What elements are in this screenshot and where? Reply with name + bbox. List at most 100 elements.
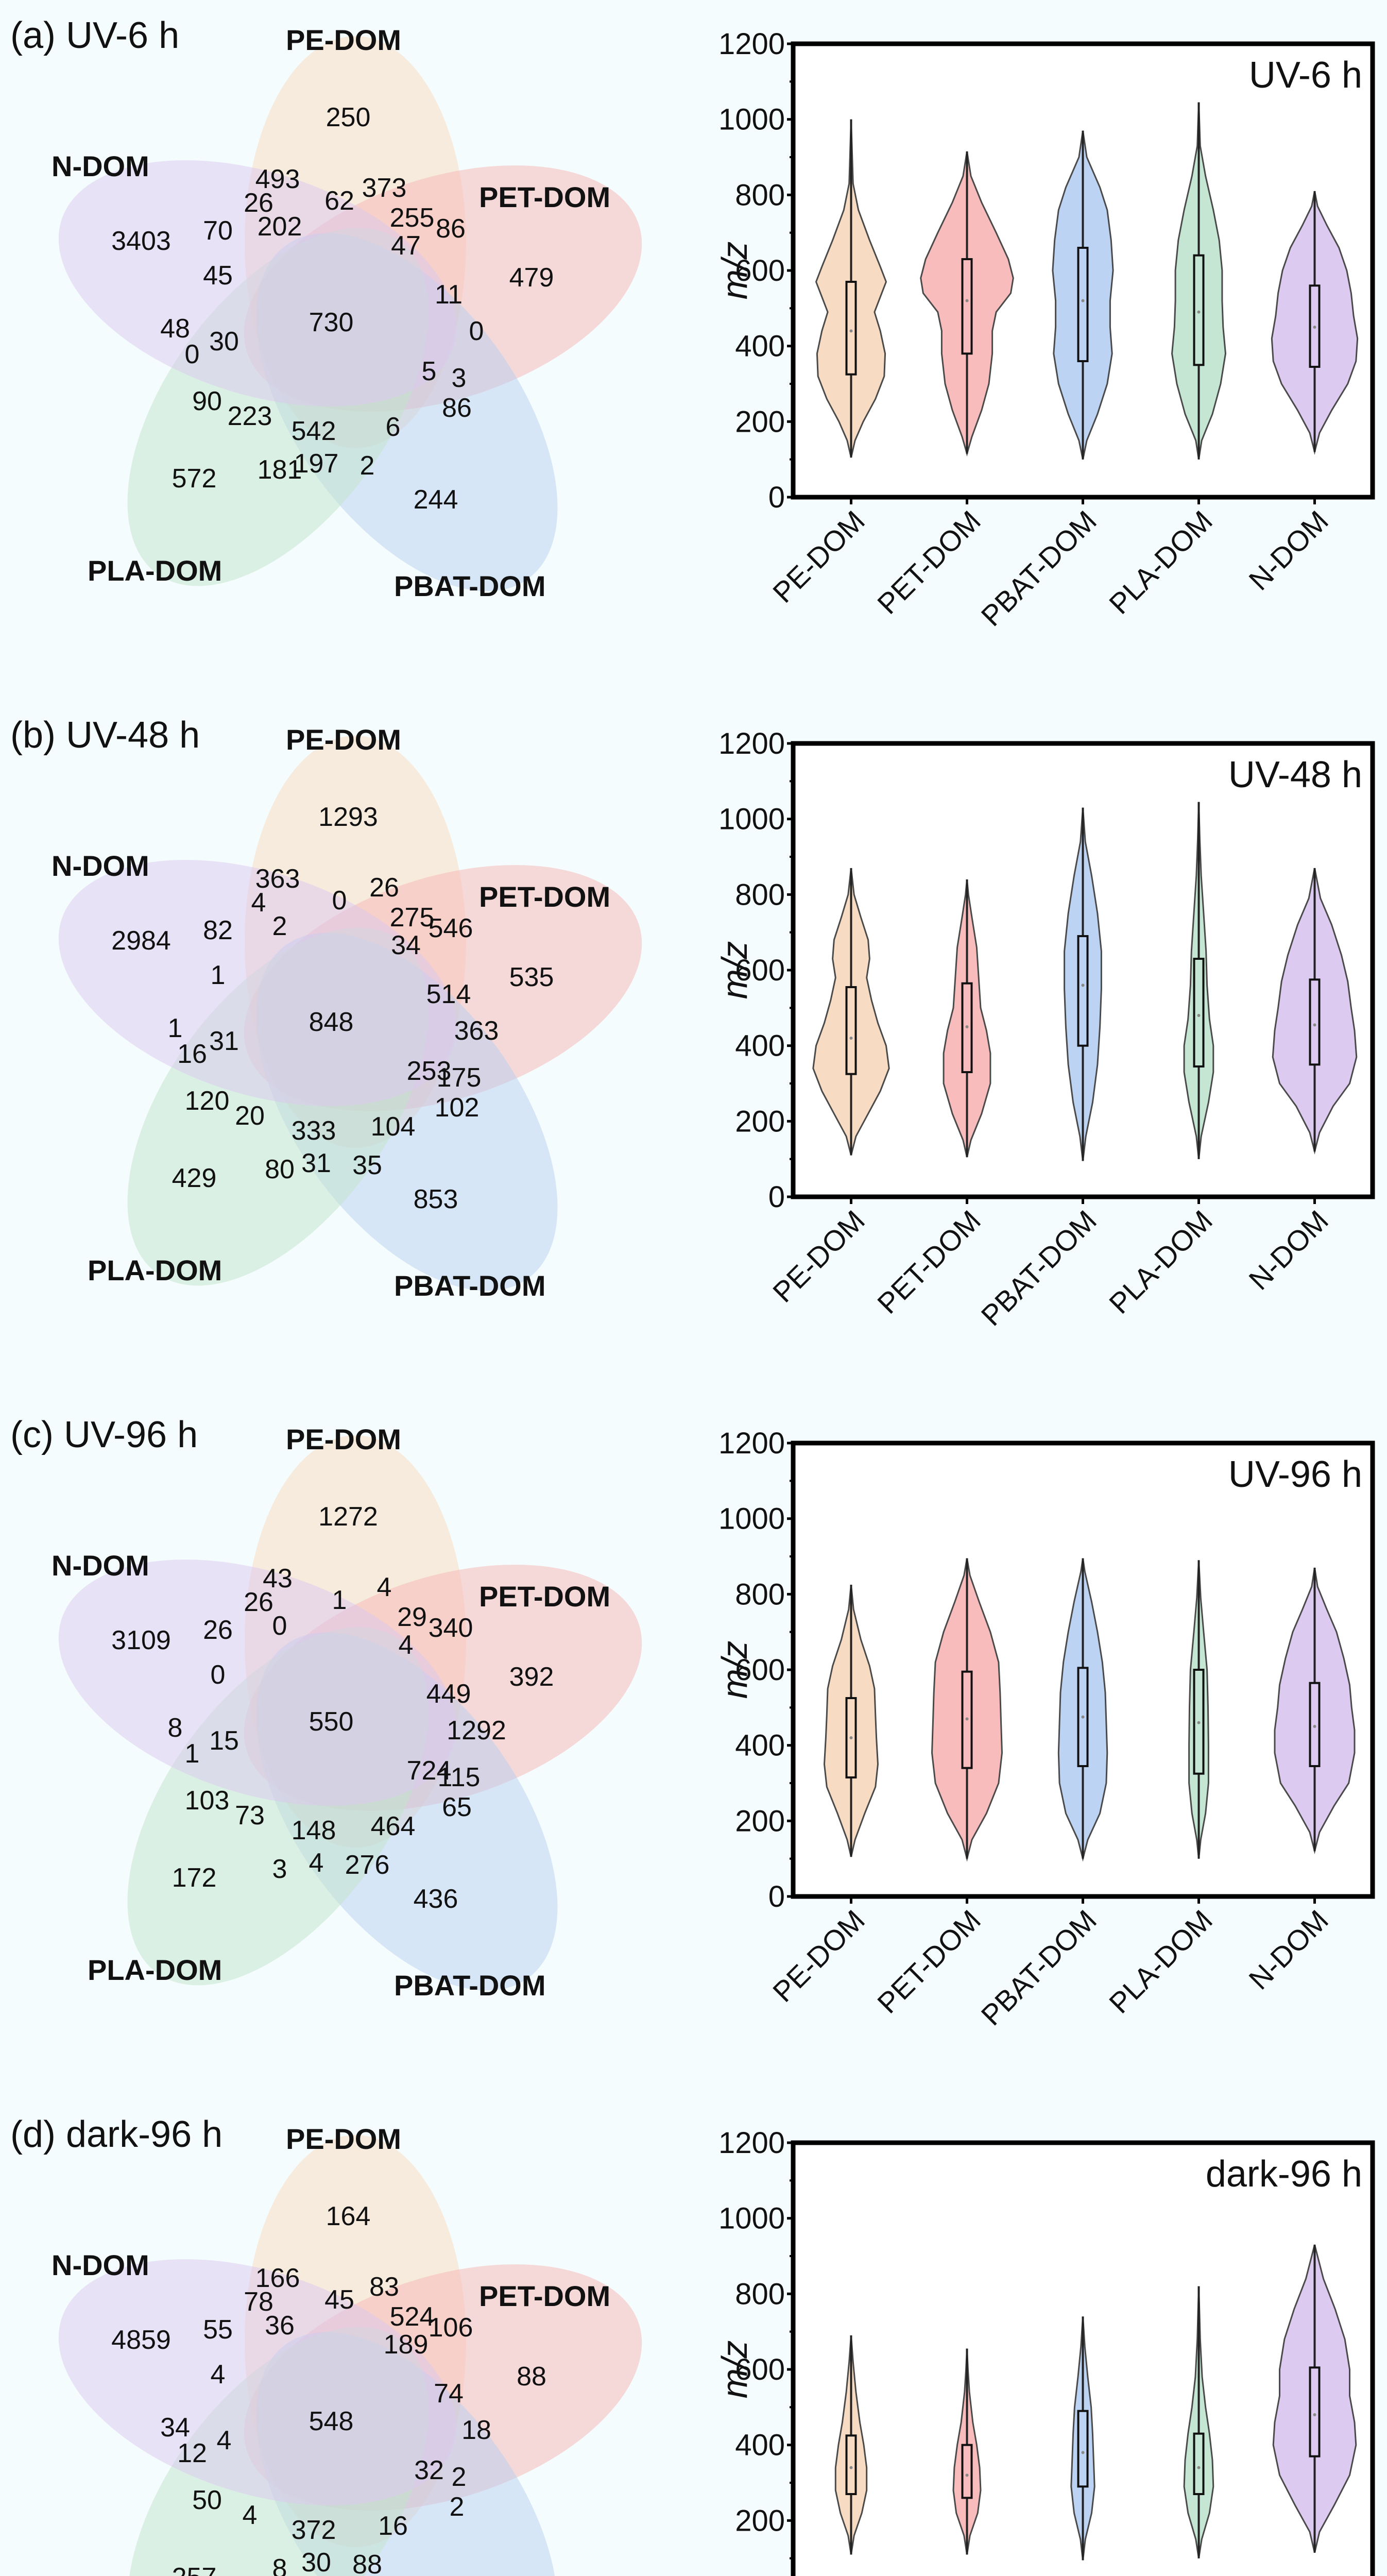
y-tick-label: 1000 xyxy=(718,2202,785,2235)
venn-petal-n-dom xyxy=(58,860,457,1106)
venn-region-count: 45 xyxy=(324,2285,354,2315)
x-tick-label: PLA-DOM xyxy=(1103,1904,1219,2020)
violin-median-pla-dom xyxy=(1197,2466,1201,2469)
y-tick-label: 1000 xyxy=(718,803,785,836)
venn-set-label-pla-dom: PLA-DOM xyxy=(88,1954,222,1986)
venn-region-count: 4859 xyxy=(111,2325,171,2355)
violin-box-pe-dom xyxy=(845,986,857,1075)
venn-region-count: 115 xyxy=(437,1762,481,1792)
y-tick-label: 1200 xyxy=(718,27,785,61)
venn-region-count: 15 xyxy=(209,1726,239,1756)
venn-region-count: 276 xyxy=(345,1850,390,1880)
chart-title: UV-6 h xyxy=(1249,55,1362,96)
venn-region-count: 88 xyxy=(352,2550,382,2576)
venn-region-count: 32 xyxy=(414,2455,444,2485)
venn-region-count: 20 xyxy=(235,1101,265,1131)
y-tick-label: 0 xyxy=(768,481,785,514)
venn-region-count: 12 xyxy=(177,2438,207,2468)
venn-diagram: (b) UV-48 h PE-DOM PET-DOM PBAT-DOM PLA-DOM N… xyxy=(0,700,670,1399)
venn-set-label-n-dom: N-DOM xyxy=(52,1549,149,1582)
y-tick-label: 200 xyxy=(735,1804,785,1838)
venn-region-count: 373 xyxy=(362,173,407,203)
violin-chart: 020040060080010001200PE-DOMPET-DOMPBAT-D… xyxy=(670,2099,1387,2576)
venn-region-count: 148 xyxy=(291,1816,336,1845)
venn-region-count: 2 xyxy=(451,2462,467,2492)
violin-median-n-dom xyxy=(1313,1725,1316,1728)
violin-median-pet-dom xyxy=(965,1717,969,1721)
venn-petal-n-dom xyxy=(58,2259,457,2505)
x-tick-label: PBAT-DOM xyxy=(975,1904,1103,2031)
venn-region-count: 172 xyxy=(172,1863,217,1893)
venn-region-count: 0 xyxy=(332,886,347,916)
venn-region-count: 26 xyxy=(203,1615,233,1645)
venn-region-count: 74 xyxy=(434,2379,464,2409)
y-tick-label: 1000 xyxy=(718,1502,785,1536)
violin-box-pla-dom xyxy=(1193,2432,1205,2496)
y-tick-label: 1200 xyxy=(718,727,785,760)
venn-region-count: 363 xyxy=(454,1016,499,1046)
venn-region-count: 244 xyxy=(413,485,458,515)
y-tick-label: 1000 xyxy=(718,103,785,137)
venn-region-count: 62 xyxy=(324,186,354,216)
venn-region-count: 31 xyxy=(301,1148,331,1178)
x-tick-label: N-DOM xyxy=(1242,1204,1334,1296)
venn-region-count: 524 xyxy=(389,2302,435,2332)
venn-region-count: 250 xyxy=(326,103,371,132)
venn-region-count: 724 xyxy=(406,1756,452,1786)
venn-region-count: 26 xyxy=(244,1587,273,1617)
venn-region-count: 29 xyxy=(397,1602,427,1632)
venn-set-label-pe-dom: PE-DOM xyxy=(286,1423,401,1455)
venn-set-label-pbat-dom: PBAT-DOM xyxy=(394,570,546,602)
venn-region-count: 2 xyxy=(359,451,375,481)
venn-region-count: 1 xyxy=(332,1585,347,1615)
venn-region-count: 11 xyxy=(435,280,463,310)
y-axis-label: m/z xyxy=(714,941,755,999)
venn-set-label-pe-dom: PE-DOM xyxy=(286,24,401,56)
venn-region-count: 86 xyxy=(442,393,472,423)
venn-region-count: 436 xyxy=(413,1884,458,1914)
x-tick-label: N-DOM xyxy=(1242,1904,1334,1996)
violin-median-pbat-dom xyxy=(1081,299,1085,302)
violin-box-pbat-dom xyxy=(1077,2410,1089,2488)
violin-median-pe-dom xyxy=(849,1736,853,1739)
venn-region-count: 16 xyxy=(378,2511,408,2541)
venn-region-count: 255 xyxy=(389,203,435,233)
venn-petals xyxy=(58,2135,642,2576)
venn-region-count: 43 xyxy=(263,1564,293,1594)
venn-region-count: 65 xyxy=(442,1792,472,1822)
y-tick-label: 800 xyxy=(735,178,785,212)
venn-region-count: 78 xyxy=(244,2287,273,2317)
violin-median-pbat-dom xyxy=(1081,984,1085,987)
y-axis-label: m/z xyxy=(714,2341,755,2399)
venn-region-count: 45 xyxy=(203,261,233,291)
venn-region-count: 80 xyxy=(265,1155,295,1184)
violin-median-pet-dom xyxy=(965,1025,969,1028)
venn-region-count: 83 xyxy=(369,2272,399,2302)
violin-median-n-dom xyxy=(1313,2413,1316,2416)
x-tick-label: PE-DOM xyxy=(766,1204,871,1309)
venn-region-count: 3 xyxy=(272,1854,287,1884)
y-tick-label: 0 xyxy=(768,1880,785,1913)
venn-set-label-pla-dom: PLA-DOM xyxy=(88,554,222,587)
venn-region-count: 189 xyxy=(383,2330,429,2360)
violin-median-pet-dom xyxy=(965,2473,969,2477)
y-tick-label: 600 xyxy=(735,954,785,987)
venn-region-count: 0 xyxy=(210,1660,226,1690)
venn-region-count: 70 xyxy=(203,216,233,246)
venn-region-count: 120 xyxy=(184,1086,230,1116)
violin-svg: 020040060080010001200PE-DOMPET-DOMPBAT-D… xyxy=(714,2126,1375,2576)
venn-set-label-pe-dom: PE-DOM xyxy=(286,723,401,756)
x-tick-label: N-DOM xyxy=(1242,504,1334,597)
venn-region-count: 0 xyxy=(272,1611,287,1641)
venn-region-count: 4 xyxy=(242,2500,258,2530)
venn-region-count: 34 xyxy=(160,2413,190,2443)
venn-region-count: 3 xyxy=(451,363,467,393)
venn-region-count: 257 xyxy=(172,2562,217,2576)
venn-region-count: 181 xyxy=(257,455,302,485)
venn-petal-n-dom xyxy=(58,160,457,406)
venn-region-count: 1 xyxy=(184,1739,200,1769)
venn-region-count: 0 xyxy=(184,340,200,369)
venn-region-count: 429 xyxy=(172,1163,217,1193)
y-tick-label: 400 xyxy=(735,1729,785,1762)
